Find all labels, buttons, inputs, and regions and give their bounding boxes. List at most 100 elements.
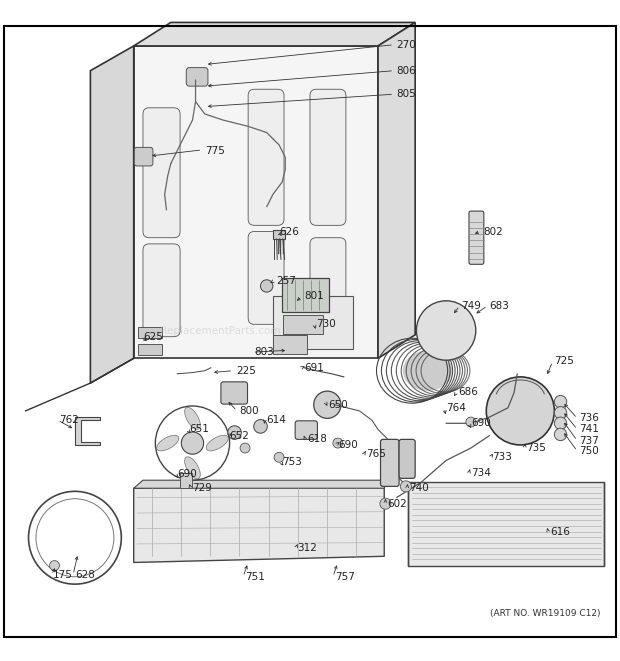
Text: 749: 749 bbox=[461, 301, 482, 311]
Circle shape bbox=[50, 561, 60, 570]
Circle shape bbox=[228, 426, 241, 440]
Text: 733: 733 bbox=[492, 452, 512, 462]
Text: 270: 270 bbox=[397, 40, 417, 50]
Circle shape bbox=[380, 498, 391, 509]
Text: 802: 802 bbox=[483, 227, 503, 237]
Text: 757: 757 bbox=[335, 572, 355, 582]
Text: 628: 628 bbox=[75, 570, 95, 580]
Polygon shape bbox=[134, 480, 388, 488]
Circle shape bbox=[401, 481, 412, 492]
Text: 735: 735 bbox=[526, 443, 546, 453]
Text: 750: 750 bbox=[579, 446, 599, 456]
Polygon shape bbox=[408, 482, 604, 566]
Text: 751: 751 bbox=[245, 572, 265, 582]
Text: 801: 801 bbox=[304, 292, 324, 301]
Circle shape bbox=[466, 417, 476, 427]
Circle shape bbox=[417, 301, 476, 360]
Text: 736: 736 bbox=[579, 413, 599, 423]
FancyBboxPatch shape bbox=[143, 108, 180, 238]
Circle shape bbox=[240, 443, 250, 453]
Text: 800: 800 bbox=[239, 406, 259, 416]
Text: 683: 683 bbox=[489, 301, 509, 311]
Text: 651: 651 bbox=[189, 424, 209, 434]
Text: 765: 765 bbox=[366, 449, 386, 459]
FancyBboxPatch shape bbox=[221, 382, 247, 404]
FancyBboxPatch shape bbox=[248, 89, 284, 225]
Ellipse shape bbox=[185, 457, 200, 479]
Text: 730: 730 bbox=[316, 319, 336, 329]
Polygon shape bbox=[75, 417, 100, 445]
Text: 650: 650 bbox=[329, 400, 348, 410]
Text: 806: 806 bbox=[397, 65, 417, 75]
FancyBboxPatch shape bbox=[186, 67, 208, 86]
Ellipse shape bbox=[185, 407, 200, 430]
Circle shape bbox=[274, 452, 284, 462]
FancyBboxPatch shape bbox=[381, 440, 399, 486]
FancyBboxPatch shape bbox=[135, 147, 153, 166]
Circle shape bbox=[314, 391, 341, 418]
Text: 690: 690 bbox=[471, 418, 490, 428]
Text: 257: 257 bbox=[276, 276, 296, 286]
FancyBboxPatch shape bbox=[283, 315, 323, 334]
FancyBboxPatch shape bbox=[248, 231, 284, 325]
Circle shape bbox=[554, 417, 567, 430]
Text: (ART NO. WR19109 C12): (ART NO. WR19109 C12) bbox=[490, 609, 601, 618]
Circle shape bbox=[333, 438, 343, 448]
Text: 602: 602 bbox=[388, 498, 407, 509]
FancyBboxPatch shape bbox=[282, 278, 329, 312]
Text: 312: 312 bbox=[298, 543, 317, 553]
Text: 618: 618 bbox=[307, 434, 327, 444]
FancyBboxPatch shape bbox=[180, 473, 192, 488]
Text: 175: 175 bbox=[53, 570, 73, 580]
Polygon shape bbox=[134, 482, 384, 563]
Ellipse shape bbox=[157, 435, 179, 451]
FancyBboxPatch shape bbox=[273, 297, 353, 349]
FancyBboxPatch shape bbox=[399, 440, 415, 479]
Text: 805: 805 bbox=[397, 89, 417, 99]
Text: eReplacementParts.com: eReplacementParts.com bbox=[154, 325, 280, 336]
FancyBboxPatch shape bbox=[273, 335, 307, 354]
FancyBboxPatch shape bbox=[310, 89, 346, 225]
Polygon shape bbox=[134, 22, 415, 46]
Text: 775: 775 bbox=[205, 146, 224, 156]
Text: 225: 225 bbox=[236, 366, 255, 375]
Circle shape bbox=[554, 407, 567, 419]
Text: 686: 686 bbox=[458, 387, 479, 397]
FancyBboxPatch shape bbox=[273, 229, 285, 239]
Text: 741: 741 bbox=[579, 424, 599, 434]
Text: 691: 691 bbox=[304, 363, 324, 373]
Circle shape bbox=[260, 280, 273, 292]
Text: 616: 616 bbox=[550, 527, 570, 537]
Text: 762: 762 bbox=[60, 415, 79, 425]
FancyBboxPatch shape bbox=[295, 421, 317, 440]
Polygon shape bbox=[378, 22, 415, 358]
Text: 652: 652 bbox=[229, 431, 249, 441]
Text: 690: 690 bbox=[338, 440, 358, 450]
FancyBboxPatch shape bbox=[138, 344, 162, 355]
Text: 729: 729 bbox=[192, 483, 212, 493]
Circle shape bbox=[254, 420, 267, 433]
Circle shape bbox=[181, 432, 203, 454]
Text: 764: 764 bbox=[446, 403, 466, 413]
Text: 626: 626 bbox=[279, 227, 299, 237]
Text: 753: 753 bbox=[282, 457, 302, 467]
Text: 614: 614 bbox=[267, 415, 286, 425]
Text: 734: 734 bbox=[471, 468, 490, 478]
Text: 690: 690 bbox=[177, 469, 197, 479]
Text: 625: 625 bbox=[143, 332, 163, 342]
Circle shape bbox=[554, 395, 567, 408]
Text: 725: 725 bbox=[554, 356, 574, 366]
Polygon shape bbox=[91, 46, 134, 383]
Text: 803: 803 bbox=[254, 347, 274, 357]
Circle shape bbox=[554, 428, 567, 441]
FancyBboxPatch shape bbox=[143, 244, 180, 336]
Ellipse shape bbox=[206, 435, 228, 451]
Polygon shape bbox=[134, 46, 378, 358]
Ellipse shape bbox=[403, 350, 452, 391]
Text: 740: 740 bbox=[409, 483, 428, 493]
FancyBboxPatch shape bbox=[469, 211, 484, 264]
FancyBboxPatch shape bbox=[310, 238, 346, 325]
Text: 737: 737 bbox=[579, 436, 599, 446]
FancyBboxPatch shape bbox=[138, 327, 162, 338]
Circle shape bbox=[486, 377, 554, 445]
